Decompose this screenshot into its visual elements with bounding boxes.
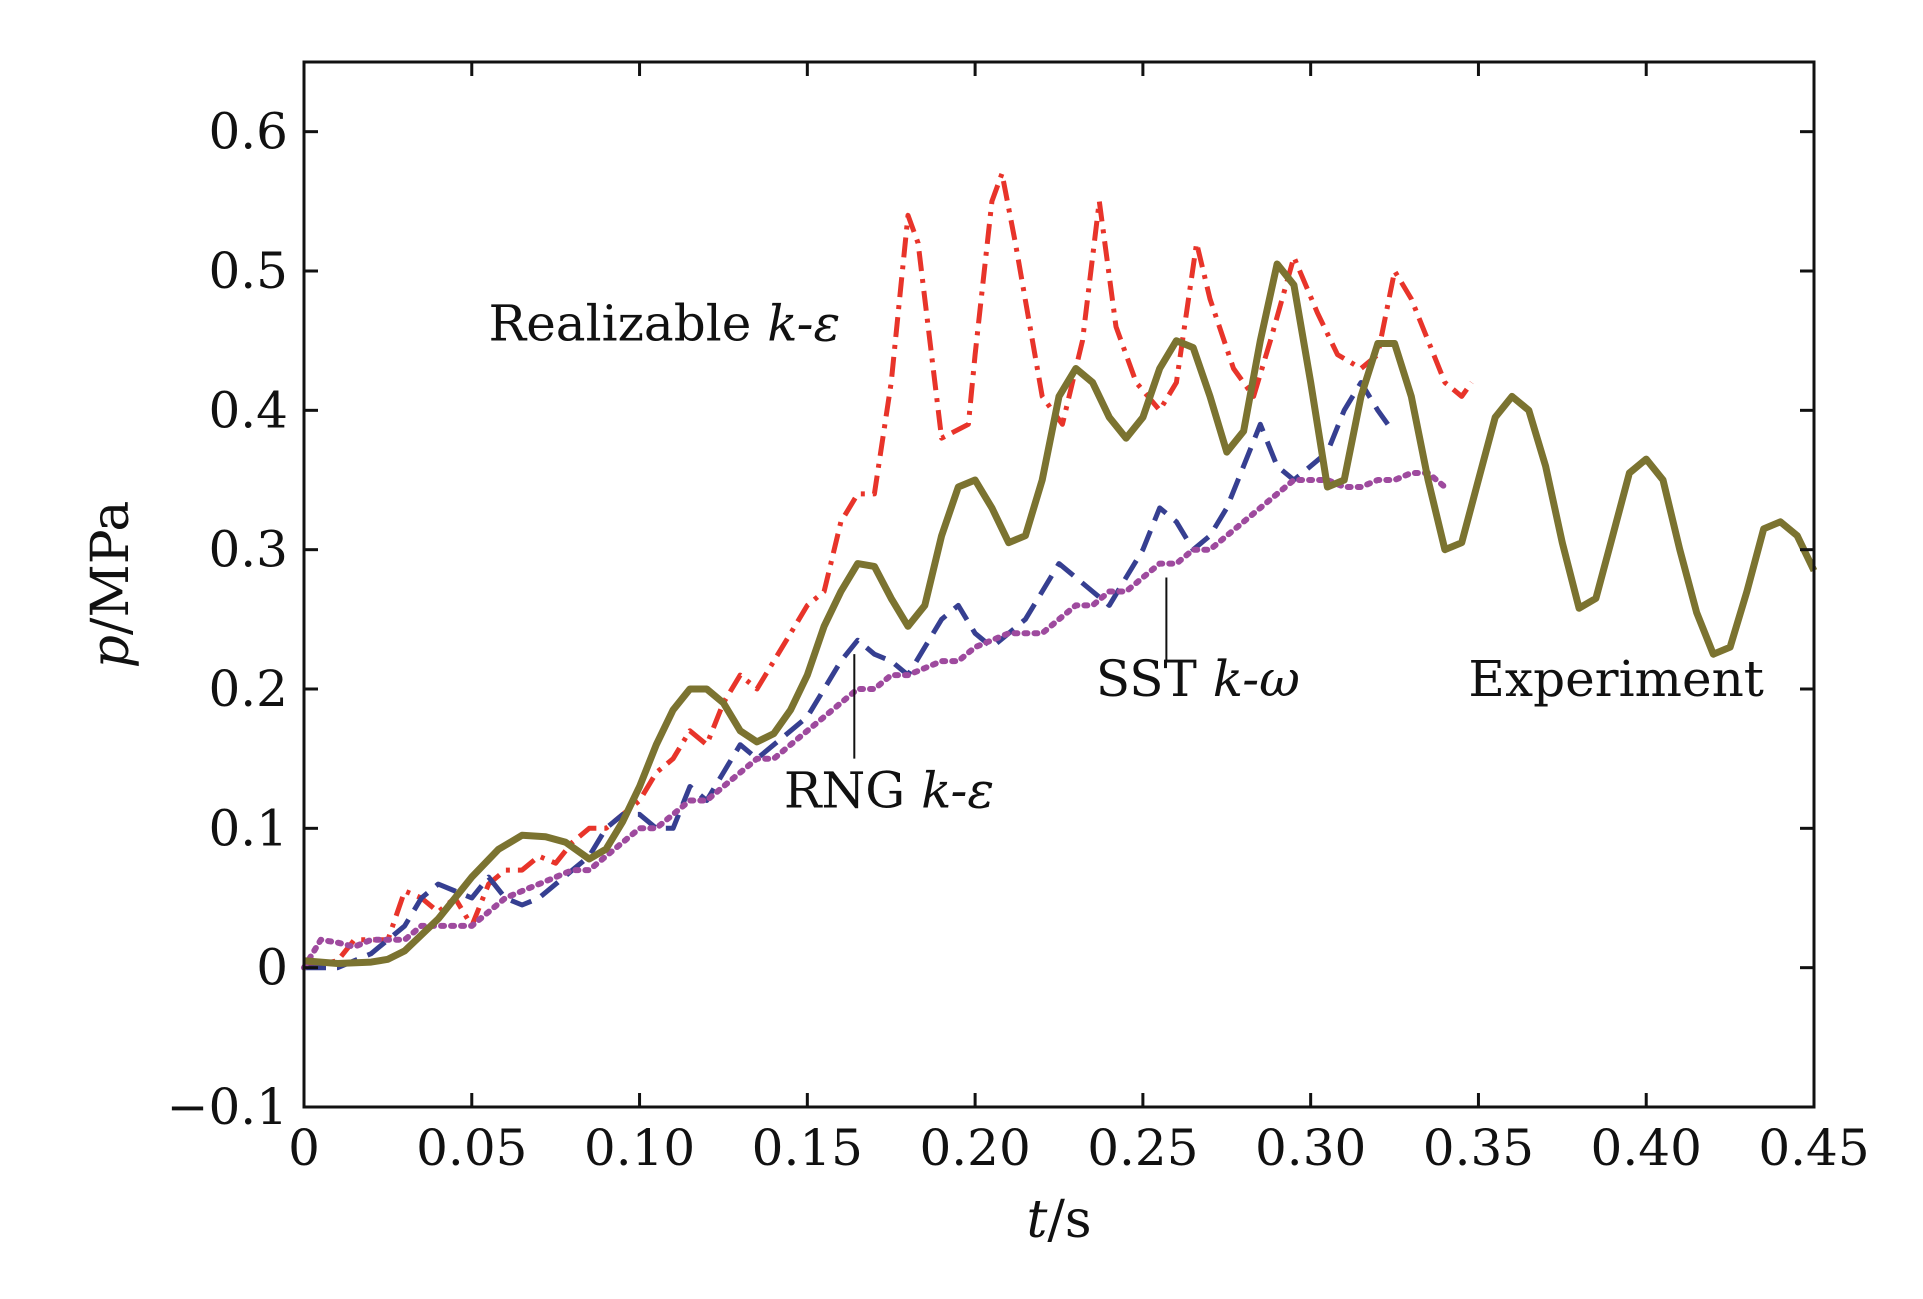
series-label-realizable-k-epsilon: Realizable k-ε xyxy=(489,295,841,353)
axis-layer: 0 0.05 0.10 0.15 0.20 0.25 0.30 0.35 0.40 0.45−0.… xyxy=(81,60,1870,1250)
x-tick-label: 0.15 xyxy=(752,1119,863,1177)
x-tick-label: 0.30 xyxy=(1255,1119,1366,1177)
x-tick-label: 0.25 xyxy=(1087,1119,1198,1177)
y-tick-label: 0.6 xyxy=(208,103,288,161)
series-label-italic: k-ω xyxy=(1213,650,1300,708)
y-tick-label: 0.4 xyxy=(208,381,288,439)
x-tick-label: 0.40 xyxy=(1591,1119,1702,1177)
series-label-text: SST xyxy=(1096,650,1213,708)
series-label-text: Realizable xyxy=(489,295,768,353)
series-label-text: Experiment xyxy=(1468,650,1763,708)
y-tick-label: −0.1 xyxy=(167,1078,288,1136)
x-tick-label: 0.35 xyxy=(1423,1119,1534,1177)
x-axis-label-unit: /s xyxy=(1047,1190,1091,1250)
series-label-text: RNG xyxy=(784,761,921,819)
x-tick-label: 0.10 xyxy=(584,1119,695,1177)
series-line-rng-k-epsilon xyxy=(304,380,1390,971)
series-label-italic: k-ε xyxy=(921,761,994,819)
series-label-italic: k-ε xyxy=(767,295,840,353)
x-axis-label-var: t xyxy=(1026,1190,1047,1250)
x-tick-label: 0.45 xyxy=(1758,1119,1869,1177)
y-axis-label-var: p xyxy=(81,635,141,668)
series-layer xyxy=(301,171,1818,971)
x-tick-label: 0.20 xyxy=(919,1119,1030,1177)
y-axis-label-unit: /MPa xyxy=(81,501,141,635)
y-tick-label: 0 xyxy=(256,939,288,997)
plot-frame xyxy=(302,60,1816,1109)
x-tick-label: 0.05 xyxy=(416,1119,527,1177)
y-axis-label: p/MPa xyxy=(81,501,141,669)
y-tick-label: 0.5 xyxy=(208,242,288,300)
x-tick-label: 0 xyxy=(288,1119,320,1177)
series-line-sst-k-omega xyxy=(301,470,1448,971)
series-label-sst-k-omega: SST k-ω xyxy=(1096,650,1300,708)
y-tick-label: 0.3 xyxy=(208,521,288,579)
series-line-realizable-k-epsilon xyxy=(303,171,1474,971)
x-axis-label: t/s xyxy=(1026,1190,1091,1250)
series-label-rng-k-epsilon: RNG k-ε xyxy=(784,761,994,819)
series-line-experiment xyxy=(303,260,1818,967)
y-tick-label: 0.1 xyxy=(208,799,288,857)
y-tick-label: 0.2 xyxy=(208,660,288,718)
series-label-experiment: Experiment xyxy=(1468,650,1763,708)
